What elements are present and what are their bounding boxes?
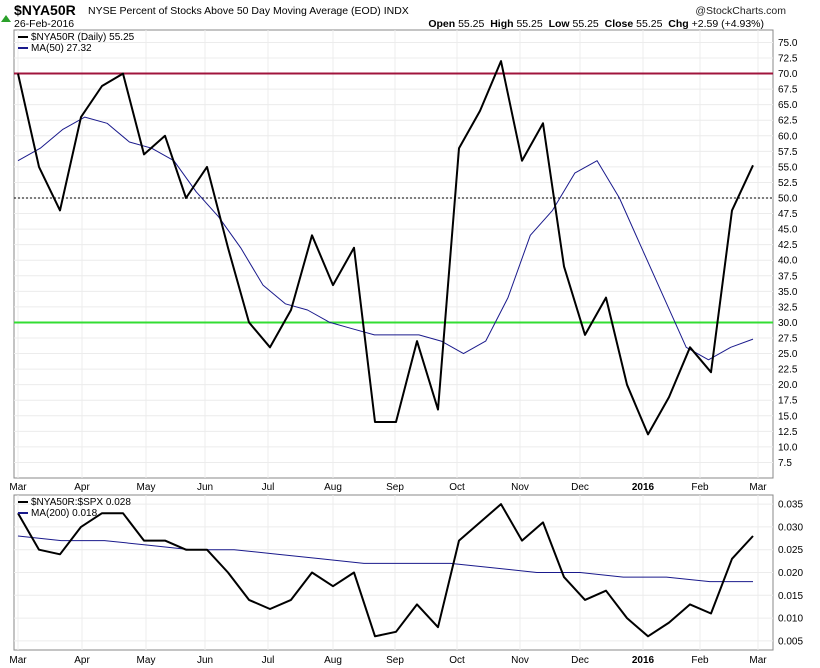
y-tick-label: 67.5 — [778, 85, 798, 96]
legend-main-text: MA(50) 27.32 — [31, 43, 92, 54]
y-tick-label: 45.0 — [778, 225, 798, 236]
brand-label[interactable]: @StockCharts.com — [695, 5, 786, 17]
y-tick-label: 0.025 — [778, 545, 803, 556]
x-tick-label: Dec — [571, 655, 589, 666]
y-tick-label: 22.5 — [778, 365, 798, 376]
y-tick-label: 20.0 — [778, 380, 798, 391]
y-tick-label: 0.020 — [778, 568, 803, 579]
ohlc-readout: Open 55.25 High 55.25 Low 55.25 Close 55… — [428, 18, 764, 30]
y-tick-label: 0.015 — [778, 591, 803, 602]
x-tick-label: Aug — [324, 655, 342, 666]
x-tick-label: Apr — [74, 482, 90, 493]
symbol-title: $NYA50R — [14, 2, 76, 18]
x-tick-label: Jun — [197, 482, 213, 493]
x-tick-label: Feb — [691, 655, 709, 666]
open-value: 55.25 — [458, 18, 485, 30]
y-tick-label: 50.0 — [778, 194, 798, 205]
x-tick-label: Sep — [386, 655, 404, 666]
chg-label: Chg — [668, 18, 689, 30]
y-tick-label: 27.5 — [778, 334, 798, 345]
chart-description: NYSE Percent of Stocks Above 50 Day Movi… — [88, 5, 409, 17]
x-tick-label: Mar — [9, 482, 27, 493]
x-tick-label: Mar — [9, 655, 27, 666]
x-tick-label: Nov — [511, 655, 529, 666]
x-tick-label: 2016 — [632, 482, 655, 493]
y-tick-label: 42.5 — [778, 240, 798, 251]
legend-lower-text: $NYA50R:$SPX 0.028 — [31, 497, 131, 508]
y-tick-label: 15.0 — [778, 411, 798, 422]
y-tick-label: 72.5 — [778, 54, 798, 65]
legend-main-text: $NYA50R (Daily) 55.25 — [31, 32, 135, 43]
y-tick-label: 35.0 — [778, 287, 798, 298]
x-tick-label: Jul — [262, 482, 275, 493]
x-tick-label: Nov — [511, 482, 529, 493]
x-tick-label: Feb — [691, 482, 709, 493]
y-tick-label: 60.0 — [778, 131, 798, 142]
y-tick-label: 17.5 — [778, 396, 798, 407]
chg-value: +2.59 (+4.93%) — [691, 18, 764, 30]
y-tick-label: 0.005 — [778, 636, 803, 647]
x-tick-label: Jun — [197, 655, 213, 666]
x-tick-label: 2016 — [632, 655, 655, 666]
x-tick-label: May — [137, 655, 156, 666]
x-tick-label: Oct — [449, 482, 465, 493]
x-tick-label: Jul — [262, 655, 275, 666]
x-tick-label: Oct — [449, 655, 465, 666]
price-line — [17, 60, 754, 436]
y-tick-label: 62.5 — [778, 116, 798, 127]
y-tick-label: 65.0 — [778, 100, 798, 111]
y-tick-label: 40.0 — [778, 256, 798, 267]
high-label: High — [490, 18, 514, 30]
y-tick-label: 70.0 — [778, 69, 798, 80]
ma200-line — [17, 535, 753, 583]
x-tick-label: Mar — [749, 482, 767, 493]
y-tick-label: 0.030 — [778, 522, 803, 533]
y-tick-label: 0.035 — [778, 500, 803, 511]
y-tick-label: 10.0 — [778, 442, 798, 453]
open-label: Open — [428, 18, 456, 30]
y-tick-label: 57.5 — [778, 147, 798, 158]
x-tick-label: Dec — [571, 482, 589, 493]
close-value: 55.25 — [636, 18, 663, 30]
y-tick-label: 12.5 — [778, 427, 798, 438]
x-tick-label: Aug — [324, 482, 342, 493]
y-tick-label: 52.5 — [778, 178, 798, 189]
legend-lower-text: MA(200) 0.018 — [31, 508, 98, 519]
x-tick-label: May — [137, 482, 156, 493]
y-tick-label: 30.0 — [778, 318, 798, 329]
ma50-line — [17, 116, 754, 361]
low-label: Low — [548, 18, 570, 30]
y-tick-label: 0.010 — [778, 614, 803, 625]
main-panel-frame — [13, 29, 774, 479]
low-value: 55.25 — [572, 18, 599, 30]
y-tick-label: 32.5 — [778, 302, 798, 313]
y-tick-label: 75.0 — [778, 38, 798, 49]
y-tick-label: 47.5 — [778, 209, 798, 220]
chart-date: 26-Feb-2016 — [14, 18, 75, 30]
y-tick-label: 37.5 — [778, 271, 798, 282]
x-tick-label: Mar — [749, 655, 767, 666]
close-label: Close — [604, 18, 634, 30]
x-tick-label: Apr — [74, 655, 90, 666]
y-tick-label: 7.5 — [778, 458, 792, 469]
up-arrow-icon — [1, 15, 11, 22]
high-value: 55.25 — [516, 18, 543, 30]
y-tick-label: 25.0 — [778, 349, 798, 360]
y-tick-label: 55.0 — [778, 162, 798, 173]
x-tick-label: Sep — [386, 482, 404, 493]
ratio-line — [17, 503, 754, 638]
